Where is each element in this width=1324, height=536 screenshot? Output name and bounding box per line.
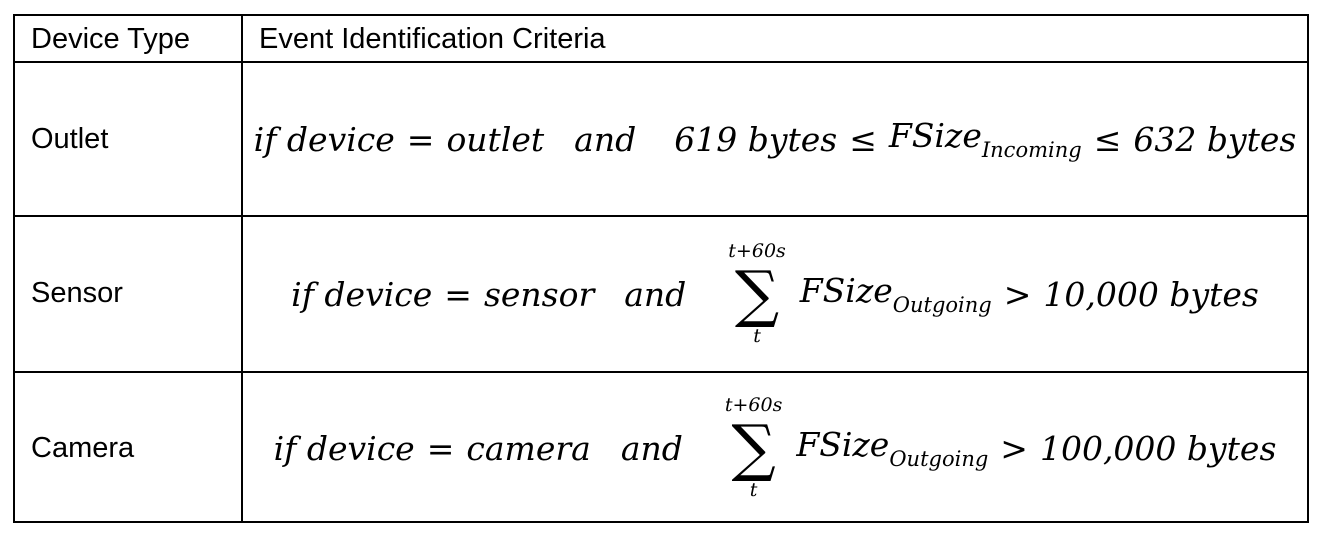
formula-var: FSizeOutgoing: [796, 425, 989, 471]
formula-lower: 619 bytes: [674, 119, 838, 159]
formula-upper: 632 bytes: [1133, 119, 1297, 159]
formula-sub: Outgoing: [889, 447, 989, 471]
sum-lower-limit: t: [753, 325, 761, 347]
formula-eq: =: [444, 274, 472, 314]
column-divider: [241, 16, 243, 521]
formula-device: sensor: [483, 274, 595, 314]
sum-lower-limit: t: [749, 479, 758, 501]
formula-device: outlet: [446, 119, 545, 159]
formula-threshold: 100,000 bytes: [1039, 428, 1277, 468]
formula-sub: Outgoing: [892, 293, 992, 317]
sigma-icon: ∑: [731, 411, 776, 484]
formula-and: and: [620, 428, 683, 468]
row-divider-2: [15, 371, 1307, 373]
formula-threshold: 10,000 bytes: [1043, 274, 1259, 314]
device-type-camera: Camera: [31, 432, 135, 464]
summation: t+60s ∑ t: [728, 242, 785, 346]
formula-le: ≤: [1093, 119, 1122, 159]
formula-if: if device: [291, 274, 433, 314]
sum-upper-limit: t+60s: [728, 240, 786, 262]
criteria-camera: if device = camera and t+60s ∑ t FSizeOu…: [243, 373, 1307, 523]
formula-and: and: [574, 119, 637, 159]
event-criteria-table: Device Type Event Identification Criteri…: [13, 14, 1309, 523]
formula-var: FSizeIncoming: [888, 116, 1082, 162]
criteria-outlet: if device = outlet and 619 bytes ≤ FSize…: [243, 63, 1307, 215]
sum-upper-limit: t+60s: [724, 394, 783, 416]
formula-if: if device: [253, 119, 395, 159]
row-divider-1: [15, 215, 1307, 217]
formula-eq: =: [426, 428, 455, 468]
formula-if: if device: [273, 428, 415, 468]
formula-var: FSizeOutgoing: [799, 271, 992, 317]
formula-le: ≤: [849, 119, 877, 159]
formula-and: and: [624, 274, 687, 314]
header-divider: [15, 61, 1307, 63]
device-type-sensor: Sensor: [31, 277, 123, 309]
formula-sub: Incoming: [981, 138, 1082, 162]
summation: t+60s ∑ t: [725, 396, 782, 500]
sigma-icon: ∑: [734, 257, 780, 330]
formula-eq: =: [406, 119, 435, 159]
header-event-criteria: Event Identification Criteria: [259, 23, 606, 55]
formula-gt: >: [1003, 274, 1032, 314]
criteria-sensor: if device = sensor and t+60s ∑ t FSizeOu…: [243, 217, 1307, 371]
formula-gt: >: [1000, 428, 1028, 468]
device-type-outlet: Outlet: [31, 123, 109, 155]
formula-device: camera: [466, 428, 591, 468]
header-device-type: Device Type: [31, 23, 191, 55]
